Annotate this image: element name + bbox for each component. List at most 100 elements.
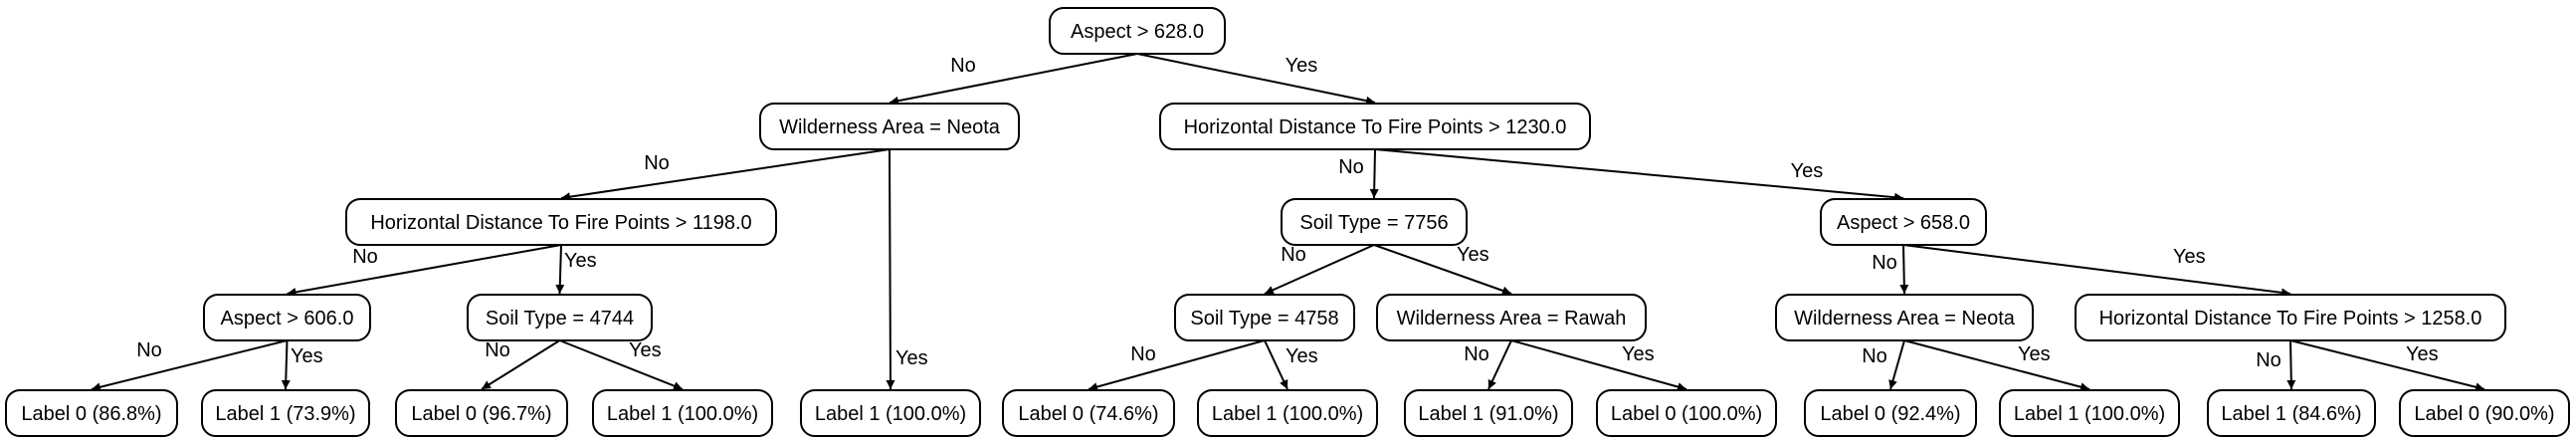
edge-n12-n14: No [1265, 244, 1374, 294]
edge-arrow [1488, 340, 1511, 389]
leaf-node-n18: Label 1 (91.0%) [1405, 390, 1572, 436]
leaf-node-n24: Label 1 (84.6%) [2208, 390, 2375, 436]
leaf-node-n11: Label 1 (100.0%) [593, 390, 772, 436]
edge-label-yes: Yes [1457, 244, 1489, 266]
node-label: Wilderness Area = Neota [1794, 308, 2016, 330]
edge-arrow [2290, 340, 2291, 389]
edge-label-no: No [950, 55, 976, 77]
edge-label-yes: Yes [1791, 160, 1824, 182]
edge-label-yes: Yes [564, 250, 597, 272]
leaf-node-n9: Label 1 (73.9%) [202, 390, 369, 436]
edge-arrow [2290, 340, 2484, 389]
edge-n1-n3: Yes [1137, 54, 1375, 103]
decision-node-n20: Wilderness Area = Neota [1776, 295, 2033, 340]
edge-label-yes: Yes [895, 347, 928, 369]
edge-arrow [1903, 245, 2290, 294]
edge-label-yes: Yes [1286, 345, 1318, 367]
leaf-node-n16: Label 0 (74.6%) [1003, 390, 1174, 436]
node-label: Soil Type = 7756 [1299, 212, 1448, 234]
decision-node-n2: Wilderness Area = Neota [760, 104, 1019, 149]
edge-n21-n24: No [2256, 340, 2291, 389]
edge-arrow [1374, 245, 1511, 294]
edge-arrow [560, 340, 684, 389]
edge-label-no: No [1464, 343, 1489, 365]
edge-n2-n4: No [561, 149, 890, 198]
edge-n1-n2: No [890, 54, 1137, 103]
edge-arrow [1903, 245, 1904, 294]
edge-n13-n20: No [1872, 245, 1904, 294]
decision-node-n6: Aspect > 606.0 [204, 295, 370, 340]
decision-node-n1: Aspect > 628.0 [1050, 8, 1225, 54]
edge-arrow [560, 245, 562, 294]
decision-node-n13: Aspect > 658.0 [1821, 199, 1986, 245]
node-label: Soil Type = 4744 [486, 308, 634, 330]
edge-n14-n16: No [1089, 340, 1265, 389]
node-label: Aspect > 606.0 [221, 308, 354, 330]
edge-label-yes: Yes [2173, 246, 2206, 268]
node-label: Horizontal Distance To Fire Points > 123… [1184, 116, 1567, 138]
edge-n21-n25: Yes [2290, 340, 2484, 389]
edge-label-no: No [1872, 252, 1897, 274]
edge-n20-n22: No [1862, 340, 1904, 389]
edge-arrow [1890, 340, 1904, 389]
edge-arrow [288, 245, 562, 294]
edge-n14-n17: Yes [1265, 340, 1318, 389]
node-label: Aspect > 658.0 [1837, 212, 1970, 234]
leaf-node-n8: Label 0 (86.8%) [6, 390, 177, 436]
edge-arrow [1374, 149, 1375, 198]
edge-label-no: No [1862, 345, 1887, 367]
edge-arrow [1265, 340, 1288, 389]
node-label: Wilderness Area = Rawah [1397, 308, 1627, 330]
node-label: Label 1 (100.0%) [2014, 403, 2165, 425]
node-label: Label 1 (91.0%) [1418, 403, 1558, 425]
decision-node-n15: Wilderness Area = Rawah [1377, 295, 1646, 340]
node-label: Label 1 (84.6%) [2221, 403, 2361, 425]
edge-label-no: No [136, 339, 162, 361]
leaf-node-n25: Label 0 (90.0%) [2400, 390, 2569, 436]
edge-n15-n18: No [1464, 340, 1511, 389]
decision-node-n3: Horizontal Distance To Fire Points > 123… [1160, 104, 1590, 149]
edge-label-yes: Yes [2406, 343, 2439, 365]
decision-node-n4: Horizontal Distance To Fire Points > 119… [346, 199, 776, 245]
edge-label-yes: Yes [1286, 55, 1318, 77]
node-label: Label 0 (74.6%) [1018, 403, 1158, 425]
node-label: Label 1 (73.9%) [215, 403, 355, 425]
edge-n7-n10: No [482, 339, 560, 389]
node-label: Label 0 (86.8%) [21, 403, 161, 425]
node-label: Horizontal Distance To Fire Points > 119… [370, 212, 751, 234]
decision-node-n21: Horizontal Distance To Fire Points > 125… [2076, 295, 2505, 340]
edge-label-no: No [1338, 156, 1364, 178]
edge-label-yes: Yes [1622, 343, 1655, 365]
node-label: Horizontal Distance To Fire Points > 125… [2099, 308, 2482, 330]
edge-label-no: No [485, 339, 510, 361]
decision-node-n14: Soil Type = 4758 [1175, 295, 1354, 340]
edge-arrow [286, 340, 288, 389]
edge-label-yes: Yes [291, 345, 323, 367]
edge-n12-n15: Yes [1374, 244, 1511, 294]
edge-arrow [561, 149, 890, 198]
edge-arrow [1089, 340, 1265, 389]
node-label: Label 1 (100.0%) [815, 403, 966, 425]
leaf-node-n22: Label 0 (92.4%) [1805, 390, 1976, 436]
leaf-node-n19: Label 0 (100.0%) [1597, 390, 1776, 436]
edge-label-yes: Yes [2018, 343, 2051, 365]
edge-label-no: No [1130, 343, 1156, 365]
leaf-node-n17: Label 1 (100.0%) [1198, 390, 1377, 436]
edge-n6-n8: No [92, 339, 288, 389]
decision-node-n7: Soil Type = 4744 [468, 295, 652, 340]
edge-n15-n19: Yes [1511, 340, 1686, 389]
leaf-node-n23: Label 1 (100.0%) [2000, 390, 2179, 436]
node-label: Label 0 (90.0%) [2414, 403, 2554, 425]
node-label: Label 0 (96.7%) [411, 403, 551, 425]
node-label: Label 1 (100.0%) [607, 403, 758, 425]
edge-label-no: No [1281, 244, 1306, 266]
node-label: Label 0 (92.4%) [1820, 403, 1960, 425]
edge-label-no: No [2256, 349, 2281, 371]
edge-arrow [1904, 340, 2089, 389]
edge-n6-n9: Yes [286, 340, 323, 389]
edge-n3-n12: No [1338, 149, 1375, 198]
edge-n4-n6: No [288, 245, 562, 294]
edge-arrow [890, 54, 1137, 103]
decision-node-n12: Soil Type = 7756 [1282, 199, 1467, 245]
